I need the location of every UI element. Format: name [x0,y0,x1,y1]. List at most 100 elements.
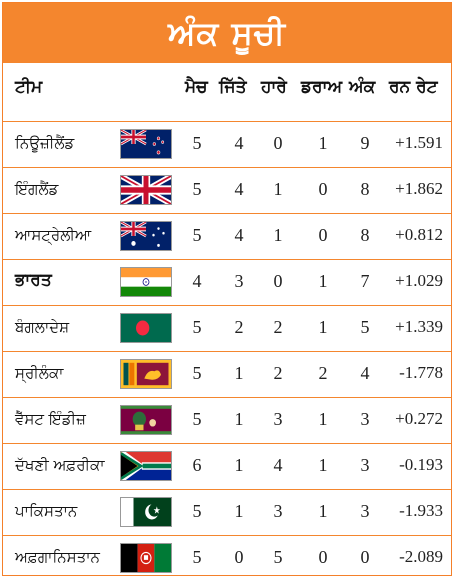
run-rate-value: -1.778 [399,363,443,382]
run-rate-value: +0.272 [395,409,443,428]
won-value: 1 [234,455,244,475]
header-run-rate: ਰਨ ਰੇਟ [389,77,438,97]
west-indies-flag-icon [120,405,172,435]
team-name: ਸ੍ਰੀਲੰਕਾ [15,364,64,382]
won-value: 2 [234,317,244,337]
draw-value: 0 [318,225,328,245]
draw-value: 1 [318,271,328,291]
matches-value: 5 [192,501,202,521]
won-value: 4 [234,179,244,199]
points-value: 7 [360,271,370,291]
lost-value: 0 [273,271,283,291]
lost-value: 2 [273,363,283,383]
lost-value: 1 [273,225,283,245]
team-name: ਨਿਊਜ਼ੀਲੈਂਡ [15,134,75,152]
page-title: ਅੰਕ ਸੂਚੀ [168,13,286,52]
new-zealand-flag-icon [120,129,172,159]
draw-value: 1 [318,409,328,429]
points-value: 8 [360,179,370,199]
draw-value: 1 [318,501,328,521]
run-rate-value: +1.339 [395,317,443,336]
run-rate-value: -2.089 [399,547,443,566]
table-row: ਨਿਊਜ਼ੀਲੈਂਡ 5 4 0 1 9 +1.591 [3,122,451,168]
team-name: ਵੈੱਸਟ ਇੰਡੀਜ਼ [15,410,86,428]
run-rate-value: +1.029 [395,271,443,290]
lost-value: 1 [273,179,283,199]
draw-value: 1 [318,133,328,153]
draw-value: 0 [318,547,328,567]
points-value: 4 [360,363,370,383]
points-table: ਅੰਕ ਸੂਚੀ ਟੀਮ ਮੈਚ ਜਿੱਤੇ ਹਾਰੇ ਡਰਾਅ ਅੰਕ ਰਨ … [2,2,452,576]
australia-flag-icon [120,221,172,251]
header-lost: ਹਾਰੇ [261,77,287,97]
pakistan-flag-icon [120,497,172,527]
header-matches: ਮੈਚ [185,77,208,97]
run-rate-value: +1.591 [395,133,443,152]
matches-value: 5 [192,133,202,153]
title-banner: ਅੰਕ ਸੂਚੀ [3,3,451,63]
draw-value: 1 [318,317,328,337]
points-value: 9 [360,133,370,153]
team-name: ਇੰਗਲੈਂਡ [15,180,59,198]
run-rate-value: -1.933 [399,501,443,520]
header-team: ਟੀਮ [15,77,43,97]
india-flag-icon [120,267,172,297]
south-africa-flag-icon [120,451,172,481]
table-row: ਅਫ਼ਗਾਨਿਸਤਾਨ 5 0 5 0 0 -2.089 [3,536,451,581]
won-value: 4 [234,225,244,245]
draw-value: 2 [318,363,328,383]
table-row: ਬੰਗਲਾਦੇਸ਼ 5 2 2 1 5 +1.339 [3,306,451,352]
team-name: ਪਾਕਿਸਤਾਨ [15,502,78,520]
points-value: 0 [360,547,370,567]
won-value: 1 [234,409,244,429]
table-row: ਭਾਰਤ 4 3 0 1 7 +1.029 [3,260,451,306]
lost-value: 3 [273,501,283,521]
won-value: 1 [234,501,244,521]
table-row: ਦੱਖਣੀ ਅਫ਼ਰੀਕਾ 6 1 4 1 3 -0.193 [3,444,451,490]
lost-value: 5 [273,547,283,567]
header-draw: ਡਰਾਅ [301,77,343,97]
points-value: 3 [360,501,370,521]
draw-value: 1 [318,455,328,475]
matches-value: 5 [192,363,202,383]
lost-value: 3 [273,409,283,429]
won-value: 1 [234,363,244,383]
table-row: ਇੰਗਲੈਂਡ 5 4 1 0 8 +1.862 [3,168,451,214]
won-value: 4 [234,133,244,153]
team-name: ਦੱਖਣੀ ਅਫ਼ਰੀਕਾ [15,456,105,474]
table-header: ਟੀਮ ਮੈਚ ਜਿੱਤੇ ਹਾਰੇ ਡਰਾਅ ਅੰਕ ਰਨ ਰੇਟ [3,63,451,122]
matches-value: 4 [192,271,202,291]
draw-value: 0 [318,179,328,199]
table-row: ਆਸਟ੍ਰੇਲੀਆ 5 4 1 0 8 +0.812 [3,214,451,260]
header-won: ਜਿੱਤੇ [219,77,247,97]
team-name: ਆਸਟ੍ਰੇਲੀਆ [15,226,92,244]
team-name: ਅਫ਼ਗਾਨਿਸਤਾਨ [15,548,100,566]
matches-value: 5 [192,317,202,337]
run-rate-value: -0.193 [399,455,443,474]
won-value: 0 [234,547,244,567]
lost-value: 2 [273,317,283,337]
lost-value: 4 [273,455,283,475]
header-points: ਅੰਕ [349,77,376,97]
matches-value: 5 [192,179,202,199]
afghanistan-flag-icon [120,543,172,573]
sri-lanka-flag-icon [120,359,172,389]
table-row: ਪਾਕਿਸਤਾਨ 5 1 3 1 3 -1.933 [3,490,451,536]
table-row: ਵੈੱਸਟ ਇੰਡੀਜ਼ 5 1 3 1 3 +0.272 [3,398,451,444]
run-rate-value: +1.862 [395,179,443,198]
matches-value: 5 [192,547,202,567]
team-name: ਭਾਰਤ [15,270,52,290]
points-value: 3 [360,409,370,429]
matches-value: 6 [192,455,202,475]
points-value: 8 [360,225,370,245]
points-value: 3 [360,455,370,475]
run-rate-value: +0.812 [395,225,443,244]
won-value: 3 [234,271,244,291]
points-value: 5 [360,317,370,337]
table-row: ਸ੍ਰੀਲੰਕਾ 5 1 2 2 4 -1.778 [3,352,451,398]
matches-value: 5 [192,409,202,429]
lost-value: 0 [273,133,283,153]
team-name: ਬੰਗਲਾਦੇਸ਼ [15,318,70,336]
england-flag-icon [120,175,172,205]
bangladesh-flag-icon [120,313,172,343]
